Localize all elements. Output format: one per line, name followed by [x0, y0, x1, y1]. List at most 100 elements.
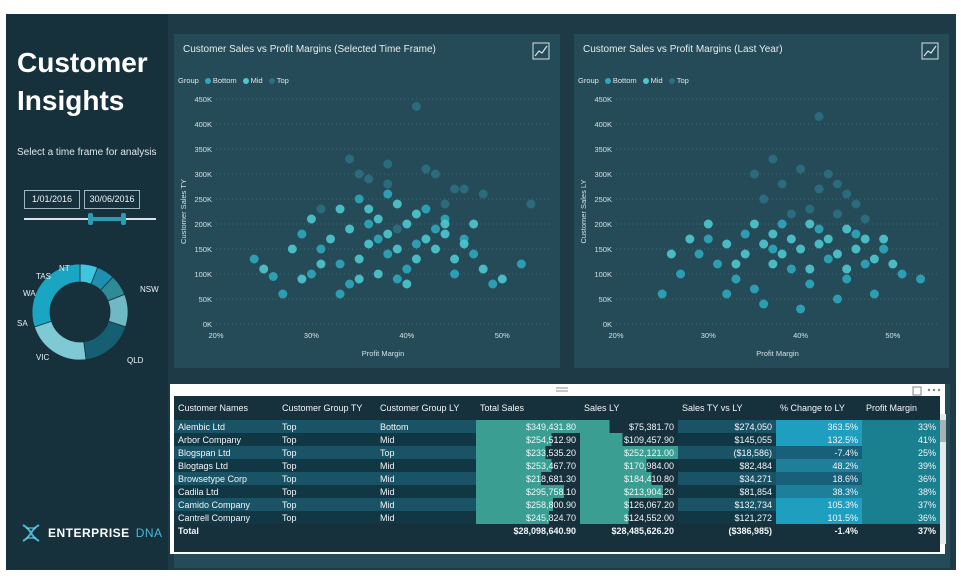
- data-point-bottom[interactable]: [430, 224, 440, 234]
- data-point-bottom[interactable]: [345, 279, 355, 289]
- data-point-mid[interactable]: [354, 254, 364, 264]
- data-point-mid[interactable]: [411, 209, 421, 219]
- data-point-mid[interactable]: [759, 239, 769, 249]
- data-point-top[interactable]: [759, 194, 769, 204]
- data-point-mid[interactable]: [814, 239, 824, 249]
- data-point-bottom[interactable]: [731, 274, 741, 284]
- data-point-bottom[interactable]: [842, 274, 852, 284]
- scatter-plot-selected[interactable]: 0K 50K 100K 150K 200K 250K 300K 350K 400K 450K 20%…: [174, 89, 560, 368]
- data-point-mid[interactable]: [666, 249, 676, 259]
- end-date-input[interactable]: 30/06/2016: [84, 190, 140, 209]
- data-point-top[interactable]: [796, 164, 806, 174]
- legend-item-mid[interactable]: Mid: [642, 76, 663, 85]
- data-point-mid[interactable]: [749, 219, 759, 229]
- date-slider-end-handle[interactable]: [121, 213, 126, 225]
- data-point-mid[interactable]: [869, 254, 879, 264]
- data-point-mid[interactable]: [421, 234, 431, 244]
- data-point-mid[interactable]: [832, 249, 842, 259]
- data-point-bottom[interactable]: [383, 189, 393, 199]
- data-point-mid[interactable]: [373, 214, 383, 224]
- data-point-bottom[interactable]: [796, 304, 806, 314]
- data-point-mid[interactable]: [430, 244, 440, 254]
- data-point-mid[interactable]: [823, 234, 833, 244]
- data-point-bottom[interactable]: [268, 272, 278, 281]
- data-point-mid[interactable]: [469, 219, 479, 229]
- state-donut-chart[interactable]: [20, 262, 150, 372]
- table-row[interactable]: Blogtags Ltd Top Mid $253,467.70 $170,984.00…: [174, 459, 940, 472]
- start-date-input[interactable]: 1/01/2016: [24, 190, 80, 209]
- data-point-mid[interactable]: [297, 274, 307, 284]
- column-header-profit-margin[interactable]: Profit Margin: [862, 396, 940, 420]
- data-point-bottom[interactable]: [469, 249, 479, 259]
- data-point-bottom[interactable]: [749, 284, 759, 294]
- data-point-top[interactable]: [430, 169, 440, 179]
- data-point-bottom[interactable]: [768, 244, 778, 254]
- data-point-mid[interactable]: [402, 279, 412, 289]
- data-point-bottom[interactable]: [879, 244, 889, 254]
- data-point-top[interactable]: [383, 159, 393, 169]
- data-point-bottom[interactable]: [316, 244, 326, 254]
- data-point-top[interactable]: [450, 184, 460, 194]
- legend-item-mid[interactable]: Mid: [242, 76, 263, 85]
- data-point-bottom[interactable]: [676, 269, 686, 279]
- data-point-bottom[interactable]: [916, 274, 926, 284]
- data-point-bottom[interactable]: [869, 289, 879, 299]
- date-slider-start-handle[interactable]: [88, 213, 93, 225]
- more-options-icon[interactable]: [927, 388, 941, 392]
- data-point-bottom[interactable]: [373, 234, 383, 244]
- table-row[interactable]: Blogspan Ltd Top Top $233,535.20 $252,121.00…: [174, 446, 940, 459]
- data-point-mid[interactable]: [326, 234, 336, 244]
- data-point-bottom[interactable]: [354, 194, 364, 204]
- data-point-mid[interactable]: [497, 274, 507, 284]
- data-point-mid[interactable]: [440, 229, 450, 239]
- data-point-bottom[interactable]: [694, 249, 704, 259]
- data-point-mid[interactable]: [842, 264, 852, 274]
- data-point-top[interactable]: [842, 189, 852, 199]
- data-point-top[interactable]: [421, 164, 431, 174]
- legend-item-bottom[interactable]: Bottom: [204, 76, 237, 85]
- data-point-bottom[interactable]: [759, 299, 769, 309]
- data-point-mid[interactable]: [354, 274, 364, 284]
- data-point-bottom[interactable]: [823, 254, 833, 264]
- scatter-panel-selected[interactable]: Customer Sales vs Profit Margins (Select…: [174, 34, 560, 368]
- data-point-mid[interactable]: [842, 224, 852, 234]
- legend-item-bottom[interactable]: Bottom: [604, 76, 637, 85]
- data-point-top[interactable]: [526, 199, 536, 209]
- data-point-mid[interactable]: [805, 219, 815, 229]
- data-point-mid[interactable]: [459, 239, 469, 249]
- data-point-mid[interactable]: [411, 254, 421, 264]
- data-point-top[interactable]: [345, 154, 355, 164]
- data-point-mid[interactable]: [392, 199, 402, 209]
- table-row[interactable]: Cadila Ltd Top Mid $295,758.10 $213,904.20 $8…: [174, 485, 940, 498]
- data-point-mid[interactable]: [259, 264, 269, 274]
- data-point-mid[interactable]: [383, 229, 393, 239]
- data-point-mid[interactable]: [851, 244, 861, 254]
- data-point-mid[interactable]: [879, 234, 889, 244]
- data-point-bottom[interactable]: [740, 229, 750, 239]
- scatter-plot-lastyear[interactable]: 0K 50K 100K 150K 200K 250K 300K 350K 400K 450K 20%…: [574, 89, 949, 368]
- data-point-top[interactable]: [440, 199, 450, 209]
- data-point-bottom[interactable]: [392, 274, 402, 284]
- column-header-sales-ty-vs-ly[interactable]: Sales TY vs LY: [678, 396, 776, 420]
- data-point-bottom[interactable]: [306, 269, 316, 279]
- data-point-top[interactable]: [832, 179, 842, 189]
- data-point-mid[interactable]: [316, 259, 326, 269]
- data-point-mid[interactable]: [306, 214, 316, 224]
- data-point-mid[interactable]: [740, 249, 750, 259]
- data-point-top[interactable]: [411, 102, 421, 111]
- data-point-bottom[interactable]: [488, 279, 498, 289]
- data-point-bottom[interactable]: [516, 259, 526, 269]
- data-point-mid[interactable]: [478, 264, 488, 274]
- data-point-top[interactable]: [316, 204, 326, 214]
- data-point-top[interactable]: [768, 154, 778, 164]
- data-point-bottom[interactable]: [814, 224, 824, 234]
- data-point-bottom[interactable]: [657, 289, 667, 299]
- data-point-bottom[interactable]: [297, 229, 307, 239]
- data-point-bottom[interactable]: [421, 204, 431, 214]
- data-point-mid[interactable]: [703, 219, 713, 229]
- table-row[interactable]: Browsetype Corp Top Mid $218,681.30 $184,410…: [174, 472, 940, 485]
- column-header-group-ty[interactable]: Customer Group TY: [278, 396, 376, 420]
- data-point-mid[interactable]: [777, 249, 787, 259]
- data-point-mid[interactable]: [860, 234, 870, 244]
- column-header-group-ly[interactable]: Customer Group LY: [376, 396, 476, 420]
